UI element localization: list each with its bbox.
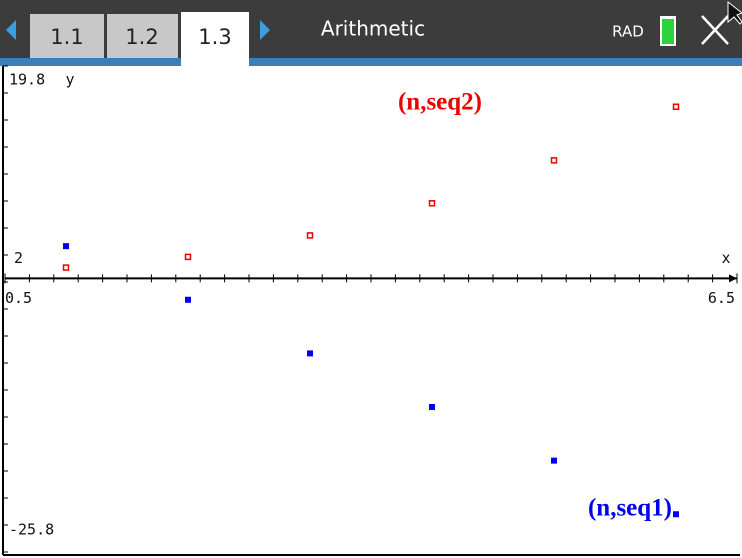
point bbox=[673, 511, 679, 518]
point bbox=[429, 404, 435, 411]
tab-label: 1.3 bbox=[198, 25, 231, 49]
y-axis-label: y bbox=[65, 71, 74, 89]
tab-active[interactable] bbox=[181, 12, 249, 66]
point bbox=[307, 350, 313, 357]
tab-label: 1.1 bbox=[50, 25, 83, 49]
point bbox=[550, 157, 558, 164]
point bbox=[428, 200, 436, 207]
point bbox=[306, 232, 314, 239]
x-axis-label: x bbox=[721, 249, 730, 267]
header-strip bbox=[0, 58, 742, 66]
series-label: (n,seq1) bbox=[588, 495, 672, 522]
angle-mode: RAD bbox=[612, 23, 644, 41]
document-title: Arithmetic bbox=[321, 17, 425, 41]
tab-right-arrow[interactable] bbox=[260, 20, 270, 40]
battery-level bbox=[662, 19, 674, 44]
y-tick-label: 19.8 bbox=[9, 71, 45, 89]
point bbox=[185, 296, 191, 303]
point bbox=[63, 243, 69, 250]
point bbox=[184, 253, 192, 261]
point bbox=[672, 103, 680, 110]
axis-note: 2 bbox=[14, 249, 23, 267]
tab-left-arrow[interactable] bbox=[6, 20, 16, 40]
x-tick-label: 0.5 bbox=[5, 289, 32, 307]
cursor bbox=[727, 0, 742, 25]
tab[interactable] bbox=[30, 14, 104, 58]
series-label: (n,seq2) bbox=[398, 89, 482, 116]
tab-label: 1.2 bbox=[125, 25, 158, 49]
close-button[interactable] bbox=[701, 15, 729, 45]
point bbox=[551, 457, 557, 464]
y-tick-label: -25.8 bbox=[9, 521, 54, 539]
x-tick-label: 6.5 bbox=[708, 289, 735, 307]
point bbox=[62, 264, 70, 271]
tab[interactable] bbox=[107, 14, 178, 58]
x-axis-arrow bbox=[729, 274, 737, 283]
